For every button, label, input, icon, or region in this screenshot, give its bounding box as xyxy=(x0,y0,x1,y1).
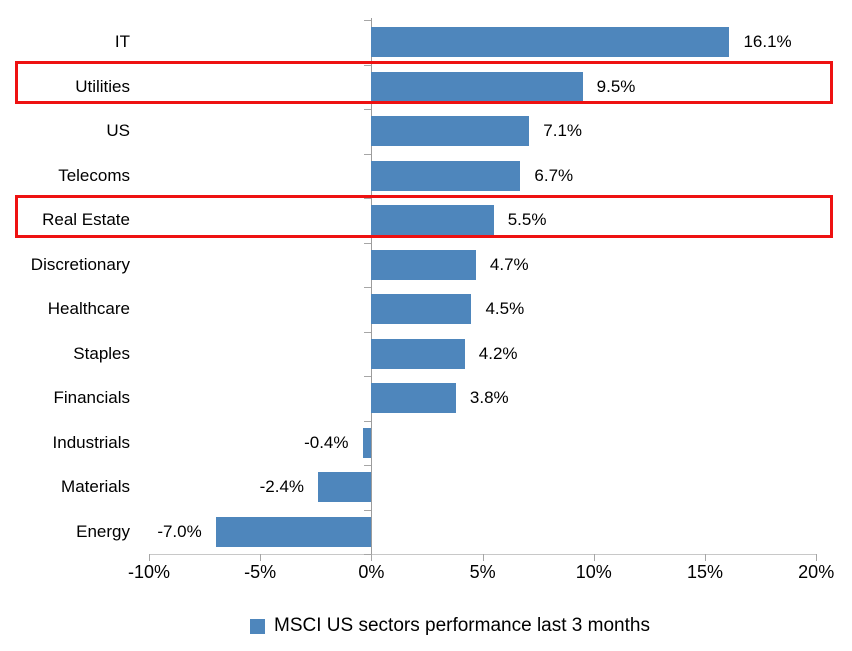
category-label: Industrials xyxy=(52,432,130,452)
value-label: 5.5% xyxy=(507,210,547,229)
x-tick xyxy=(593,554,595,561)
y-tick xyxy=(364,465,372,466)
y-axis-line xyxy=(370,18,372,554)
value-label: 6.7% xyxy=(534,165,574,185)
y-tick xyxy=(364,20,372,21)
x-tick xyxy=(705,554,706,561)
category-label: Materials xyxy=(61,477,130,496)
x-tick xyxy=(482,554,484,561)
category-label: Financials xyxy=(53,388,130,407)
bar-staples xyxy=(371,338,465,369)
bar-financials xyxy=(371,383,456,414)
bar-it xyxy=(371,27,730,58)
bar-telecoms xyxy=(371,160,521,191)
x-tick-label: -5% xyxy=(244,562,277,582)
legend-label: MSCI US sectors performance last 3 month… xyxy=(274,615,650,636)
x-tick-label: 5% xyxy=(469,562,496,582)
bar-utilities xyxy=(371,71,583,102)
y-tick xyxy=(364,109,372,110)
category-label: Telecoms xyxy=(58,165,130,185)
value-label: 7.1% xyxy=(543,121,583,140)
value-label: -2.4% xyxy=(259,477,305,496)
x-tick-label: -10% xyxy=(127,562,171,582)
y-tick xyxy=(364,376,372,377)
bar-discretionary xyxy=(371,249,476,280)
category-label: Real Estate xyxy=(42,210,130,229)
legend-swatch-icon xyxy=(250,618,266,634)
bar-real-estate xyxy=(371,205,494,236)
bar-materials xyxy=(318,472,372,503)
highlight-box-utilities xyxy=(15,61,833,104)
category-label: Discretionary xyxy=(30,254,130,274)
value-label: -7.0% xyxy=(157,521,202,541)
x-tick-label: 20% xyxy=(798,562,835,582)
chart-legend: MSCI US sectors performance last 3 month… xyxy=(24,610,852,642)
bar-industrials xyxy=(362,427,372,458)
bar-healthcare xyxy=(371,294,472,325)
value-label: 4.2% xyxy=(478,343,518,363)
category-label: Staples xyxy=(73,343,130,363)
value-label: 3.8% xyxy=(469,388,509,407)
y-tick xyxy=(364,554,372,555)
highlight-box-real-estate xyxy=(15,194,833,238)
y-tick xyxy=(364,509,372,511)
category-label: Utilities xyxy=(75,76,130,96)
category-label: Energy xyxy=(76,521,130,541)
value-label: 16.1% xyxy=(743,32,792,51)
y-tick xyxy=(364,331,372,333)
y-tick xyxy=(364,64,372,66)
y-tick xyxy=(364,153,372,155)
value-label: 4.7% xyxy=(489,254,529,274)
category-label: Healthcare xyxy=(47,299,130,318)
value-label: 9.5% xyxy=(596,76,636,96)
value-label: 4.5% xyxy=(485,299,525,318)
y-tick xyxy=(364,242,372,244)
category-label: IT xyxy=(114,32,130,51)
x-tick-label: 10% xyxy=(575,562,612,582)
value-label: -0.4% xyxy=(304,432,349,452)
x-tick-label: 15% xyxy=(686,562,724,582)
x-tick xyxy=(149,554,150,561)
bar-us xyxy=(371,116,530,147)
bar-energy xyxy=(215,516,372,547)
x-tick xyxy=(371,554,373,561)
y-tick xyxy=(364,287,372,288)
x-tick xyxy=(260,554,262,561)
x-tick xyxy=(816,554,818,561)
category-label: US xyxy=(106,121,130,140)
y-tick xyxy=(364,198,372,199)
y-tick xyxy=(364,420,372,422)
x-tick-label: 0% xyxy=(358,562,385,582)
